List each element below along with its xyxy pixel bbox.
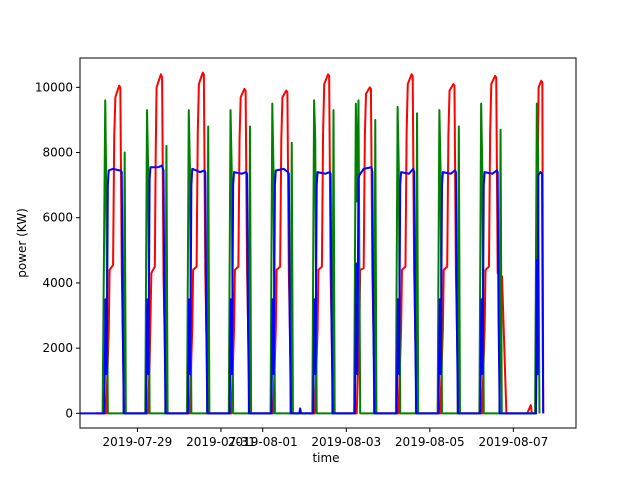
y-tick-label-1: 2000 — [42, 341, 73, 355]
series-line-1 — [95, 71, 545, 415]
x-tick-label-4: 2019-08-05 — [395, 435, 465, 449]
y-axis-ticks: 0 2000 4000 6000 8000 10000 — [35, 80, 80, 420]
y-tick-label-2: 4000 — [42, 276, 73, 290]
x-tick-label-1: 2019-07-31 — [186, 435, 256, 449]
plot-frame — [79, 57, 577, 429]
x-tick-label-5: 2019-08-07 — [478, 435, 548, 449]
y-tick-label-4: 8000 — [42, 146, 73, 160]
y-tick-label-3: 6000 — [42, 211, 73, 225]
y-tick-label-5: 10000 — [35, 80, 73, 94]
x-tick-label-2: 2019-08-01 — [228, 435, 298, 449]
series-line-3 — [80, 164, 545, 415]
y-axis-label: power (KW) — [15, 208, 29, 278]
x-tick-label-0: 2019-07-29 — [103, 435, 173, 449]
y-tick-label-0: 0 — [65, 406, 73, 420]
x-axis-label: time — [312, 451, 339, 465]
series-lines — [80, 71, 545, 415]
x-tick-label-3: 2019-08-03 — [311, 435, 381, 449]
series-line-2 — [101, 99, 541, 415]
